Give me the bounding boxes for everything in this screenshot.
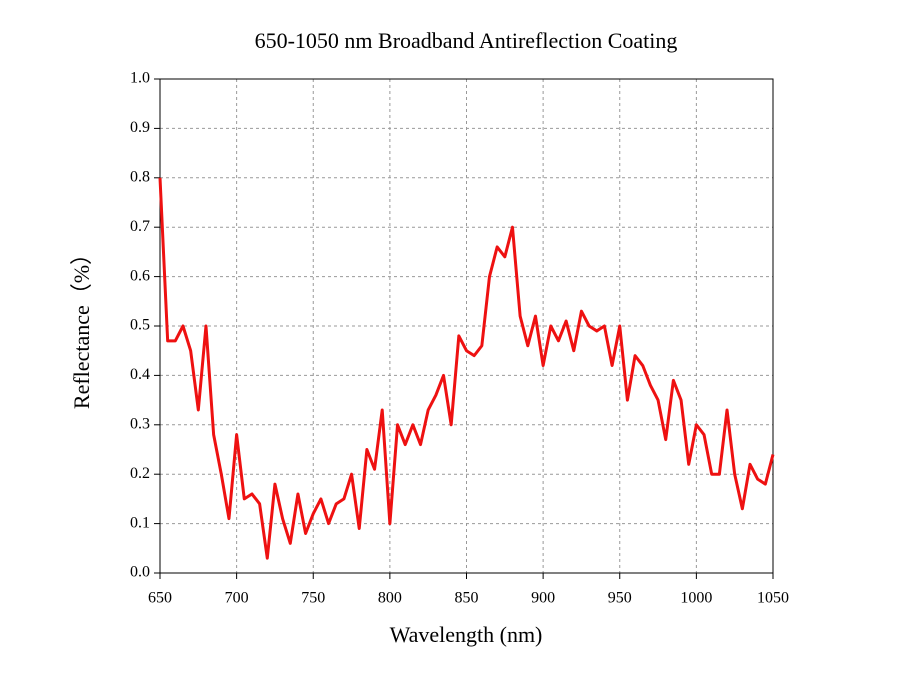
y-tick-label: 0.7 [130,218,150,235]
y-tick-label: 0.5 [130,317,150,334]
data-line [158,177,775,560]
x-tick-label: 950 [608,590,632,607]
x-axis-label: Wavelength (nm) [390,622,543,647]
chart-title: 650-1050 nm Broadband Antireflection Coa… [255,28,678,53]
x-tick-label: 1050 [757,590,789,607]
x-tick-label: 800 [378,590,402,607]
y-axis-label: Reflectance（%） [69,243,94,409]
y-tick-label: 0.9 [130,119,150,136]
x-tick-label: 700 [225,590,249,607]
y-tick-label: 0.3 [130,415,150,432]
y-tick-label: 0.8 [130,168,150,185]
x-tick-label: 1000 [680,590,712,607]
y-tick-label: 0.4 [130,366,150,383]
x-tick-label: 900 [531,590,555,607]
y-tick-label: 0.1 [130,514,150,531]
x-tick-label: 750 [301,590,325,607]
y-tick-label: 0.6 [130,267,150,284]
plot-frame [159,78,774,574]
y-tick-label: 0.2 [130,465,150,482]
x-tick-label: 650 [148,590,172,607]
x-tick-label: 850 [455,590,479,607]
y-tick-label: 1.0 [130,70,150,87]
y-tick-label: 0.0 [130,564,150,581]
